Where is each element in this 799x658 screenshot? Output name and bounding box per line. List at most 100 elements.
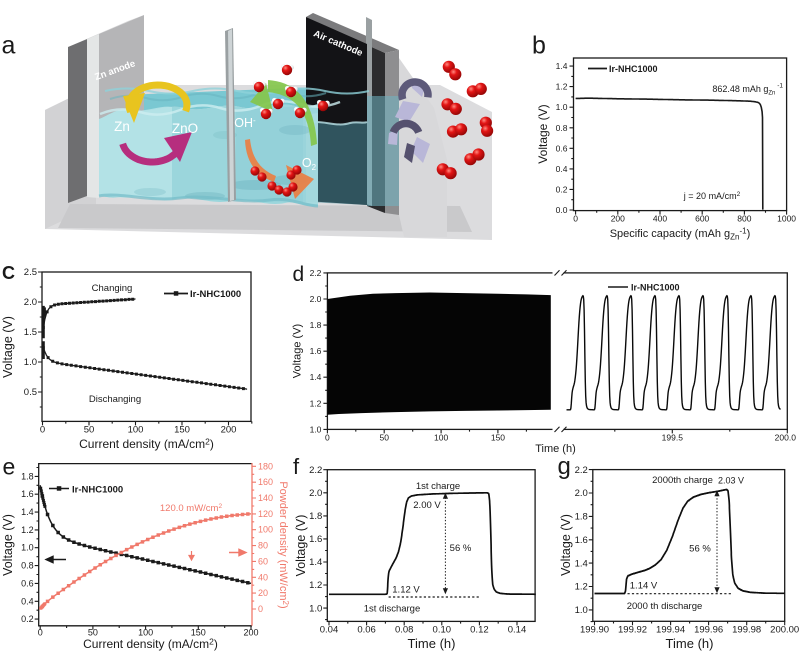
svg-text:Zn: Zn	[114, 119, 130, 134]
svg-text:1.4: 1.4	[309, 557, 322, 568]
svg-text:0: 0	[40, 424, 45, 435]
svg-text:d: d	[293, 263, 305, 286]
svg-text:100: 100	[128, 424, 144, 435]
svg-text:2.2: 2.2	[310, 268, 322, 278]
svg-text:80: 80	[258, 541, 268, 551]
svg-text:1.14 V: 1.14 V	[630, 581, 658, 592]
svg-text:0.12: 0.12	[470, 624, 489, 635]
svg-text:C: C	[2, 263, 15, 283]
svg-text:1.2: 1.2	[21, 525, 34, 535]
svg-text:Changing: Changing	[92, 283, 133, 294]
svg-text:56 %: 56 %	[450, 543, 472, 554]
svg-text:0.4: 0.4	[556, 164, 568, 174]
svg-text:199.5: 199.5	[662, 432, 684, 442]
svg-text:200: 200	[243, 627, 258, 637]
svg-text:b: b	[532, 32, 546, 60]
svg-text:50: 50	[88, 627, 98, 637]
svg-text:Voltage (V): Voltage (V)	[1, 316, 15, 378]
svg-text:2000th charge: 2000th charge	[652, 475, 713, 486]
svg-text:ZnO: ZnO	[172, 121, 198, 136]
svg-text:2.03 V: 2.03 V	[718, 476, 744, 486]
svg-text:1.0: 1.0	[575, 605, 588, 616]
svg-text:800: 800	[737, 214, 751, 224]
svg-text:Voltage (V): Voltage (V)	[1, 514, 15, 576]
svg-text:1st discharge: 1st discharge	[364, 604, 421, 615]
svg-text:56 %: 56 %	[689, 544, 711, 555]
svg-text:1.4: 1.4	[556, 61, 568, 71]
svg-text:j = 20 mA/cm2: j = 20 mA/cm2	[683, 191, 741, 201]
svg-text:Current density (mA/cm2): Current density (mA/cm2)	[83, 637, 218, 652]
svg-text:1st charge: 1st charge	[416, 481, 460, 492]
svg-text:0.4: 0.4	[21, 596, 34, 606]
svg-text:1.4: 1.4	[21, 507, 34, 517]
svg-text:1.6: 1.6	[310, 346, 322, 356]
svg-text:1.8: 1.8	[310, 320, 322, 330]
svg-text:40: 40	[258, 572, 268, 582]
svg-text:150: 150	[491, 432, 505, 442]
svg-text:Powder density (mW/cm2): Powder density (mW/cm2)	[277, 481, 290, 608]
svg-text:1.0: 1.0	[21, 543, 34, 553]
svg-text:2.0: 2.0	[310, 294, 322, 304]
svg-text:0.06: 0.06	[357, 624, 376, 635]
svg-text:199.90: 199.90	[580, 624, 609, 635]
svg-text:150: 150	[174, 424, 190, 435]
svg-text:1000: 1000	[777, 214, 796, 224]
svg-text:a: a	[2, 32, 16, 60]
svg-text:0: 0	[258, 604, 263, 614]
svg-text:0.2: 0.2	[556, 184, 568, 194]
svg-text:0.8: 0.8	[21, 561, 34, 571]
svg-text:0.6: 0.6	[21, 578, 34, 588]
svg-text:180: 180	[258, 461, 273, 471]
svg-text:2.0: 2.0	[309, 488, 322, 499]
svg-text:1.8: 1.8	[575, 512, 588, 523]
svg-text:0.04: 0.04	[320, 624, 339, 635]
svg-text:2.2: 2.2	[575, 465, 588, 476]
svg-text:600: 600	[695, 214, 709, 224]
svg-text:50: 50	[84, 424, 95, 435]
svg-text:0.14: 0.14	[508, 624, 527, 635]
svg-text:1.12 V: 1.12 V	[392, 585, 420, 596]
svg-text:0.2: 0.2	[21, 614, 34, 624]
svg-text:Ir-NHC1000: Ir-NHC1000	[609, 64, 658, 74]
svg-text:0.10: 0.10	[433, 624, 452, 635]
svg-text:e: e	[3, 454, 16, 480]
svg-text:0: 0	[325, 432, 330, 442]
svg-text:199.94: 199.94	[656, 624, 685, 635]
svg-text:200: 200	[221, 424, 237, 435]
svg-text:Time (h): Time (h)	[408, 636, 456, 651]
svg-text:Voltage (V): Voltage (V)	[292, 324, 304, 378]
svg-text:50: 50	[380, 432, 390, 442]
svg-text:1.4: 1.4	[310, 372, 322, 382]
svg-text:100: 100	[258, 525, 273, 535]
svg-text:OH-: OH-	[234, 116, 256, 130]
svg-text:1.6: 1.6	[575, 535, 588, 546]
svg-text:120: 120	[258, 509, 273, 519]
svg-text:0.08: 0.08	[395, 624, 414, 635]
svg-text:Voltage (V): Voltage (V)	[536, 104, 550, 163]
svg-text:200.0: 200.0	[775, 432, 797, 442]
svg-text:120.0 mW/cm2: 120.0 mW/cm2	[160, 503, 223, 514]
svg-text:Time (h): Time (h)	[666, 636, 714, 651]
svg-text:Ir-NHC1000: Ir-NHC1000	[631, 283, 680, 293]
svg-text:2.0: 2.0	[24, 297, 37, 308]
svg-text:1.0: 1.0	[310, 424, 322, 434]
svg-text:199.92: 199.92	[618, 624, 647, 635]
svg-text:1.0: 1.0	[24, 357, 37, 368]
svg-text:2.5: 2.5	[24, 267, 37, 278]
svg-text:60: 60	[258, 556, 268, 566]
svg-text:1.2: 1.2	[310, 398, 322, 408]
svg-text:2.0: 2.0	[575, 488, 588, 499]
svg-text:1.2: 1.2	[556, 82, 568, 92]
svg-text:1.0: 1.0	[309, 603, 322, 614]
svg-text:100: 100	[138, 627, 153, 637]
svg-text:0.8: 0.8	[556, 123, 568, 133]
svg-text:150: 150	[191, 627, 206, 637]
svg-text:200: 200	[611, 214, 625, 224]
svg-text:862.48 mAh gZn -1: 862.48 mAh gZn -1	[712, 83, 783, 97]
svg-text:2.00 V: 2.00 V	[413, 500, 441, 511]
svg-text:1.6: 1.6	[21, 489, 34, 499]
svg-text:160: 160	[258, 477, 273, 487]
svg-text:1.6: 1.6	[309, 534, 322, 545]
svg-text:199.98: 199.98	[732, 624, 761, 635]
svg-text:1.5: 1.5	[24, 327, 37, 338]
